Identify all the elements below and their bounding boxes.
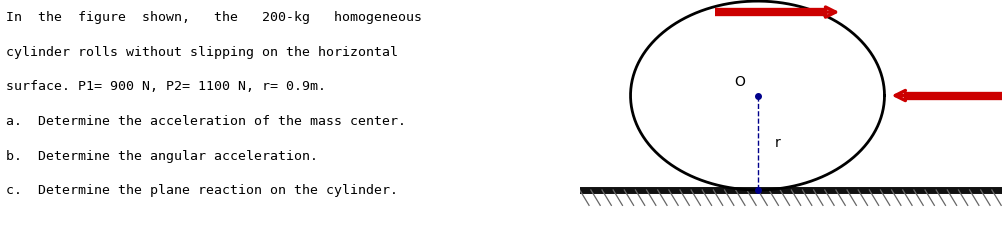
Text: c.  Determine the plane reaction on the cylinder.: c. Determine the plane reaction on the c…: [6, 185, 398, 198]
Text: O: O: [733, 75, 744, 89]
Text: P1: P1: [829, 0, 846, 1]
Text: In  the  figure  shown,   the   200-kg   homogeneous: In the figure shown, the 200-kg homogene…: [6, 11, 422, 24]
Text: b.  Determine the angular acceleration.: b. Determine the angular acceleration.: [6, 150, 318, 163]
Text: cylinder rolls without slipping on the horizontal: cylinder rolls without slipping on the h…: [6, 46, 398, 59]
Text: r: r: [774, 136, 780, 150]
Text: surface. P1= 900 N, P2= 1100 N, r= 0.9m.: surface. P1= 900 N, P2= 1100 N, r= 0.9m.: [6, 80, 326, 93]
Text: a.  Determine the acceleration of the mass center.: a. Determine the acceleration of the mas…: [6, 115, 406, 128]
